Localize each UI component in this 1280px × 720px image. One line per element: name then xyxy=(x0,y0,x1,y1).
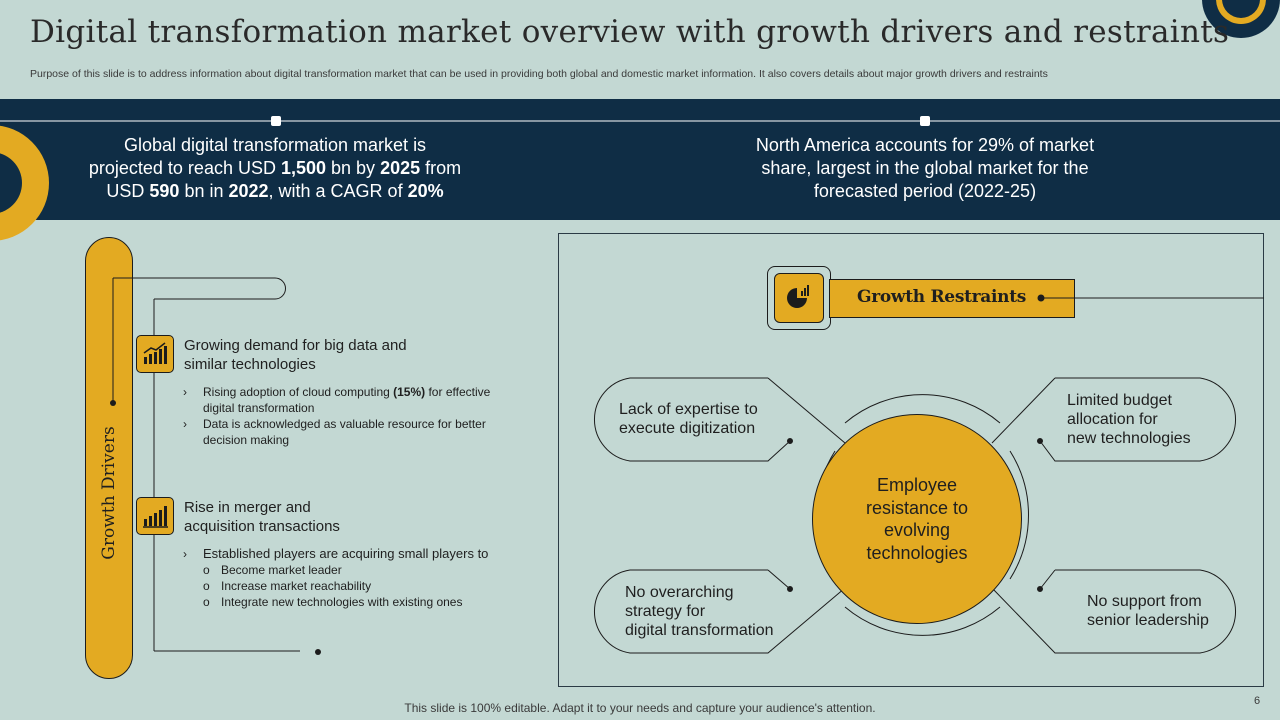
list-item: o Become market leader xyxy=(203,563,342,577)
list-item: o Integrate new technologies with existi… xyxy=(203,595,463,609)
list-item: › Rising adoption of cloud computing (15… xyxy=(183,385,491,415)
growth-restraints-panel xyxy=(558,233,1264,687)
footer-note: This slide is 100% editable. Adapt it to… xyxy=(404,701,876,715)
growth-drivers-pill xyxy=(85,237,133,679)
bar-chart-icon xyxy=(136,497,174,535)
market-projection-stat: Global digital transformation market is … xyxy=(88,135,462,201)
banner-marker-left xyxy=(271,116,281,126)
page-number: 6 xyxy=(1254,695,1261,707)
list-item: o Increase market reachability xyxy=(203,579,372,593)
driver-2-heading: Rise in merger and acquisition transacti… xyxy=(184,499,340,535)
banner-marker-right xyxy=(920,116,930,126)
growth-restraints-bar xyxy=(829,279,1075,318)
restraint-limited-budget: Limited budget allocation for new techno… xyxy=(1067,392,1191,447)
driver-1-heading: Growing demand for big data and similar … xyxy=(184,337,407,373)
corner-ring-top-right xyxy=(1202,0,1280,38)
driver-2-bullets: › Established players are acquiring smal… xyxy=(183,546,523,610)
stats-banner xyxy=(0,99,1280,220)
page-subtitle: Purpose of this slide is to address info… xyxy=(30,68,1048,80)
corner-ring-left xyxy=(0,125,49,241)
pie-chart-icon xyxy=(774,273,824,323)
driver-1-bullets: › Rising adoption of cloud computing (15… xyxy=(183,384,517,448)
list-item: › Established players are acquiring smal… xyxy=(183,546,489,561)
page-title: Digital transformation market overview w… xyxy=(30,14,1230,50)
restraint-lack-of-expertise: Lack of expertise to execute digitizatio… xyxy=(619,401,758,437)
north-america-share-stat: North America accounts for 29% of market… xyxy=(755,135,1095,201)
restraint-no-leadership-support: No support from senior leadership xyxy=(1087,593,1209,629)
drivers-end-dot xyxy=(315,649,321,655)
bar-chart-growth-icon xyxy=(136,335,174,373)
employee-resistance-circle: Employee resistance to evolving technolo… xyxy=(812,414,1022,624)
growth-restraints-label: Growth Restraints xyxy=(857,287,1027,307)
restraint-no-strategy: No overarching strategy for digital tran… xyxy=(625,584,774,639)
list-item: › Data is acknowledged as valuable resou… xyxy=(183,417,486,447)
banner-divider-line xyxy=(0,120,1280,122)
